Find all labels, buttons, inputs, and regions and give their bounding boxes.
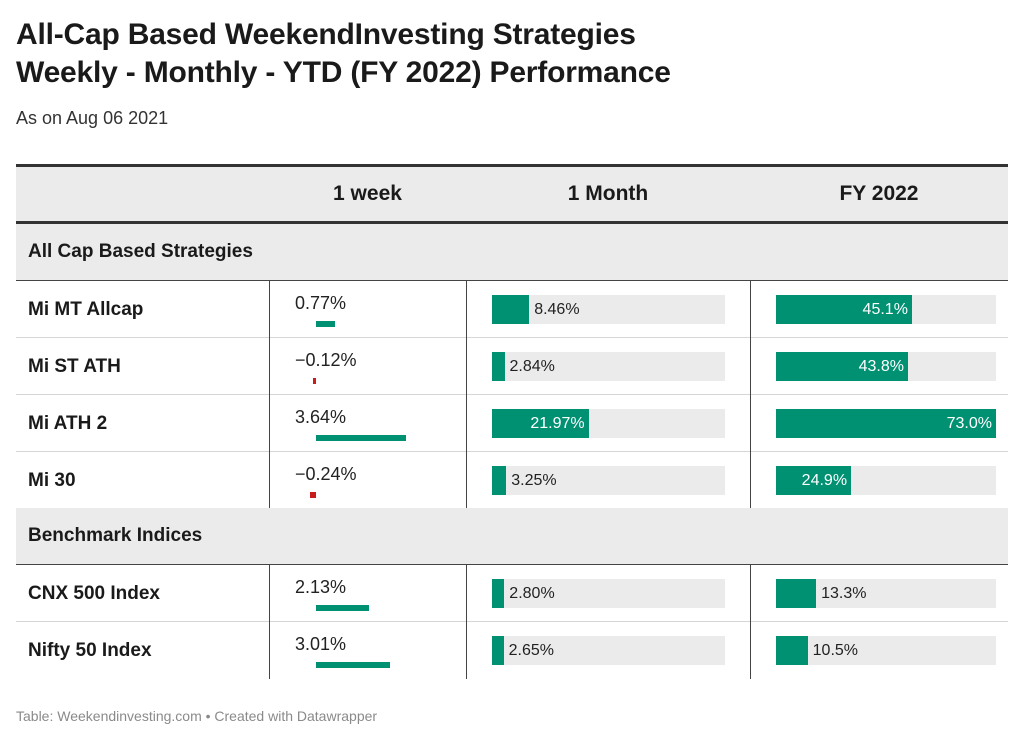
group-header-row: Benchmark Indices — [16, 508, 1008, 565]
row-label: Mi ATH 2 — [28, 413, 108, 434]
table-row: Mi 30 −0.24% 3.25% 24.9% — [16, 452, 1008, 509]
week-cell: −0.12% — [269, 338, 466, 394]
column-divider — [750, 452, 751, 509]
column-header-fy-2022: FY 2022 — [839, 182, 919, 205]
table-row: Mi ATH 2 3.64% 21.97% 73.0% — [16, 395, 1008, 452]
month-bar-track: 8.46% — [492, 295, 725, 324]
week-value-label: 3.64% — [295, 407, 347, 427]
group-header-row: All Cap Based Strategies — [16, 224, 1008, 281]
chart-title: All-Cap Based WeekendInvesting Strategie… — [16, 16, 671, 92]
column-divider — [269, 395, 270, 452]
column-divider — [269, 338, 270, 395]
week-cell: 3.64% — [269, 395, 466, 451]
month-bar-track: 2.65% — [492, 636, 725, 665]
fy-bar — [776, 352, 908, 381]
fy-value-label: 73.0% — [946, 415, 992, 432]
group-label: Benchmark Indices — [28, 525, 203, 546]
table-row: Mi MT Allcap 0.77% 8.46% 45.1% — [16, 281, 1008, 338]
column-divider — [466, 338, 467, 395]
month-bar — [492, 636, 504, 665]
month-value-label: 2.65% — [508, 642, 555, 659]
table-row: Nifty 50 Index 3.01% 2.65% 10.5% — [16, 622, 1008, 679]
column-divider — [269, 281, 270, 338]
table-header-row: 1 week 1 Month FY 2022 — [16, 164, 1008, 224]
column-divider — [466, 452, 467, 509]
week-cell: 3.01% — [269, 622, 466, 678]
column-divider — [466, 395, 467, 452]
row-label: Mi MT Allcap — [28, 299, 144, 320]
chart-footer: Table: Weekendinvesting.com • Created wi… — [16, 708, 378, 724]
month-value-label: 21.97% — [530, 415, 585, 432]
month-bar — [492, 579, 505, 608]
column-divider — [269, 622, 270, 679]
fy-value-label: 43.8% — [858, 358, 904, 375]
fy-bar-track: 10.5% — [776, 636, 996, 665]
week-bar — [313, 378, 316, 384]
fy-bar — [776, 636, 808, 665]
row-label: CNX 500 Index — [28, 583, 160, 604]
column-header-1-week: 1 week — [333, 182, 402, 205]
column-divider — [750, 622, 751, 679]
month-value-label: 2.80% — [509, 585, 555, 602]
week-value-label: 0.77% — [295, 293, 347, 313]
table-row: Mi ST ATH −0.12% 2.84% 43.8% — [16, 338, 1008, 395]
column-header-1-month: 1 Month — [567, 182, 649, 205]
week-value-label: 2.13% — [295, 577, 347, 597]
chart-subtitle: As on Aug 06 2021 — [16, 108, 169, 128]
table-row: CNX 500 Index 2.13% 2.80% 13.3% — [16, 565, 1008, 622]
fy-value-label: 13.3% — [821, 585, 867, 602]
table-body: All Cap Based Strategies Mi MT Allcap 0.77… — [16, 224, 1008, 679]
group-label: All Cap Based Strategies — [28, 241, 253, 262]
fy-bar — [776, 466, 851, 495]
week-cell: 0.77% — [269, 281, 466, 337]
week-value-label: −0.24% — [295, 464, 357, 484]
month-bar — [492, 295, 530, 324]
month-value-label: 2.84% — [509, 358, 555, 375]
fy-bar-track: 45.1% — [776, 295, 996, 324]
fy-bar-track: 43.8% — [776, 352, 996, 381]
chart-title-line-2: Weekly - Monthly - YTD (FY 2022) Perform… — [16, 56, 671, 89]
row-label: Mi ST ATH — [28, 356, 121, 377]
fy-bar — [776, 579, 817, 608]
week-bar — [316, 605, 369, 611]
column-divider — [269, 452, 270, 509]
column-divider — [269, 565, 270, 622]
month-bar-track: 21.97% — [492, 409, 725, 438]
week-bar — [316, 435, 406, 441]
fy-bar — [776, 409, 996, 438]
column-divider — [466, 622, 467, 679]
month-bar-track: 3.25% — [492, 466, 725, 495]
column-divider — [466, 565, 467, 622]
week-bar — [316, 321, 335, 327]
month-bar — [492, 352, 505, 381]
performance-table: 1 week 1 Month FY 2022 All Cap Based Str… — [16, 164, 1008, 679]
week-cell: 2.13% — [269, 565, 466, 621]
week-value-label: −0.12% — [295, 350, 357, 370]
column-divider — [750, 565, 751, 622]
week-bar — [316, 662, 391, 668]
row-label: Mi 30 — [28, 470, 76, 491]
month-bar-track: 2.80% — [492, 579, 725, 608]
week-value-label: 3.01% — [295, 634, 347, 654]
fy-bar — [776, 295, 912, 324]
fy-bar-track: 13.3% — [776, 579, 996, 608]
week-bar — [310, 492, 316, 498]
column-divider — [750, 281, 751, 338]
fy-value-label: 45.1% — [862, 301, 908, 318]
fy-bar-track: 73.0% — [776, 409, 996, 438]
week-cell: −0.24% — [269, 452, 466, 508]
month-bar-track: 2.84% — [492, 352, 725, 381]
month-value-label: 8.46% — [534, 301, 580, 318]
column-divider — [466, 281, 467, 338]
month-bar — [492, 409, 589, 438]
row-label: Nifty 50 Index — [28, 640, 152, 661]
column-divider — [750, 338, 751, 395]
month-bar — [492, 466, 507, 495]
month-value-label: 3.25% — [511, 472, 557, 489]
fy-bar-track: 24.9% — [776, 466, 996, 495]
fy-value-label: 10.5% — [812, 642, 859, 659]
column-divider — [750, 395, 751, 452]
chart-title-line-1: All-Cap Based WeekendInvesting Strategie… — [16, 18, 636, 51]
fy-value-label: 24.9% — [801, 472, 848, 489]
